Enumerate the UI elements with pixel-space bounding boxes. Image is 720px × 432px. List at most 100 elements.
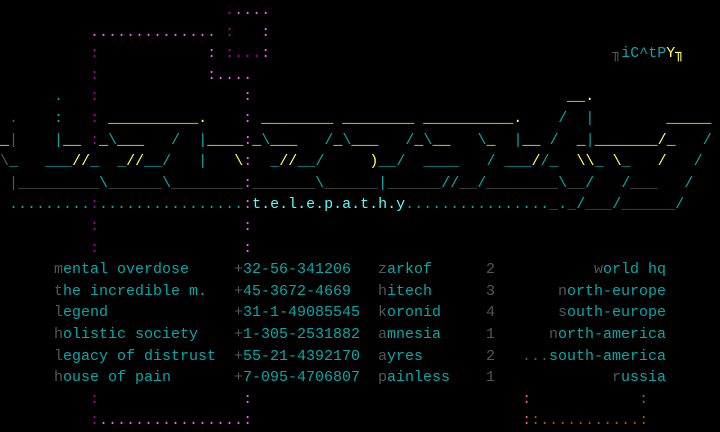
art-glyph: ________ bbox=[261, 110, 334, 127]
art-space bbox=[297, 132, 324, 149]
art-space bbox=[270, 45, 612, 62]
art-space bbox=[657, 175, 684, 192]
art-glyph: . bbox=[225, 2, 235, 19]
art-glyph: : bbox=[243, 131, 253, 149]
art-glyph: .... bbox=[216, 66, 253, 84]
bbs-name: ayres bbox=[378, 347, 424, 365]
art-glyph: __ bbox=[459, 174, 478, 192]
art-glyph: _ bbox=[414, 131, 424, 149]
art-glyph: ___ bbox=[630, 174, 658, 192]
group-row: legend +31-1-49085545 koronid 4 south-europe bbox=[0, 302, 720, 324]
art-glyph: : bbox=[90, 412, 100, 430]
art-glyph: \\ bbox=[576, 153, 595, 171]
region: south-europe bbox=[557, 304, 666, 322]
art-glyph: : bbox=[243, 110, 253, 127]
group-name: legend bbox=[54, 304, 109, 322]
art-space bbox=[522, 110, 558, 127]
art-glyph: | bbox=[9, 174, 19, 192]
art-space bbox=[171, 153, 198, 170]
art-glyph: : bbox=[90, 110, 100, 127]
art-glyph: \ bbox=[99, 174, 109, 192]
art-space bbox=[0, 391, 90, 408]
art-glyph: \ bbox=[612, 153, 622, 171]
art-glyph: / bbox=[576, 196, 586, 214]
art-space bbox=[541, 132, 550, 149]
art-glyph: / bbox=[324, 131, 334, 149]
art-glyph: Y bbox=[666, 45, 676, 63]
bbs-phone: +55-21-4392170 bbox=[234, 347, 361, 365]
art-glyph: __ bbox=[522, 131, 541, 149]
art-space bbox=[0, 24, 90, 41]
art-space bbox=[378, 132, 405, 149]
art-space bbox=[234, 24, 261, 41]
art-glyph: \ bbox=[162, 174, 172, 192]
art-glyph: // bbox=[72, 153, 91, 171]
art-glyph: \ bbox=[234, 153, 244, 171]
group-name: mental overdose bbox=[54, 261, 190, 279]
group-row: mental overdose +32-56-341206 zarkof 2 world… bbox=[0, 259, 720, 281]
art-glyph: / bbox=[675, 196, 685, 214]
region: north-europe bbox=[557, 282, 666, 300]
art-glyph: _ bbox=[333, 131, 343, 149]
group-row: house of pain +7-095-4706807 painless 1 russ… bbox=[0, 367, 720, 389]
art-glyph: _ bbox=[549, 196, 559, 214]
art-glyph: . bbox=[198, 110, 208, 127]
bbs-phone: +1-305-2531882 bbox=[234, 326, 361, 343]
bbs-phone: +45-3672-4669 bbox=[234, 282, 352, 300]
art-space bbox=[0, 45, 90, 62]
art-glyph: _ bbox=[576, 131, 586, 149]
art-space bbox=[99, 67, 207, 84]
art-glyph: ................ bbox=[405, 196, 550, 214]
bbs-phone: +31-1-49085545 bbox=[234, 304, 361, 322]
ascii-art-line: . : : __. bbox=[0, 86, 720, 108]
art-glyph: .............. bbox=[90, 23, 217, 41]
node-count: 4 bbox=[486, 304, 496, 322]
art-glyph: ╖ bbox=[675, 45, 685, 63]
art-glyph: _____ bbox=[666, 110, 712, 127]
art-glyph: / bbox=[621, 174, 631, 192]
art-space bbox=[252, 412, 522, 429]
art-glyph: : bbox=[90, 390, 100, 408]
art-glyph: : bbox=[225, 23, 235, 41]
art-glyph: / bbox=[162, 153, 172, 171]
art-glyph: ___ bbox=[45, 153, 73, 171]
region: north-america bbox=[548, 326, 666, 343]
group-name: the incredible m. bbox=[54, 282, 208, 300]
art-glyph: | bbox=[378, 174, 388, 192]
art-glyph: : bbox=[90, 196, 100, 214]
art-glyph: . bbox=[558, 196, 568, 214]
art-glyph: ______ bbox=[387, 174, 442, 192]
art-space bbox=[99, 110, 108, 127]
art-space bbox=[99, 153, 117, 170]
art-space bbox=[252, 110, 261, 127]
art-space bbox=[324, 153, 369, 170]
art-glyph: ______ bbox=[108, 174, 163, 192]
art-glyph: : bbox=[90, 218, 100, 235]
art-glyph: : bbox=[90, 88, 100, 106]
art-space bbox=[0, 110, 9, 127]
node-count: 3 bbox=[486, 282, 496, 300]
art-space bbox=[333, 110, 342, 127]
art-glyph: _ bbox=[117, 153, 127, 171]
art-glyph: _ bbox=[90, 153, 100, 171]
art-space bbox=[252, 153, 270, 170]
art-glyph: : bbox=[639, 390, 649, 408]
art-glyph: // bbox=[279, 153, 298, 171]
art-glyph: / bbox=[612, 196, 622, 214]
art-glyph: ________ bbox=[342, 110, 415, 127]
art-glyph: _ bbox=[0, 131, 10, 149]
art-glyph: / bbox=[396, 153, 406, 171]
art-glyph: : bbox=[522, 390, 532, 408]
art-glyph: : bbox=[243, 88, 253, 106]
art-glyph: . bbox=[513, 110, 523, 127]
art-glyph: _ bbox=[666, 131, 676, 149]
group-row: the incredible m. +45-3672-4669 hitech 3 nor… bbox=[0, 281, 720, 303]
art-space bbox=[594, 175, 621, 192]
art-space bbox=[99, 88, 243, 105]
ascii-art-line: . : : __________. : ________ ________ __… bbox=[0, 108, 720, 130]
art-space bbox=[18, 110, 54, 127]
art-glyph: : bbox=[90, 131, 100, 149]
art-glyph: __ bbox=[378, 153, 397, 171]
art-space bbox=[252, 391, 522, 408]
